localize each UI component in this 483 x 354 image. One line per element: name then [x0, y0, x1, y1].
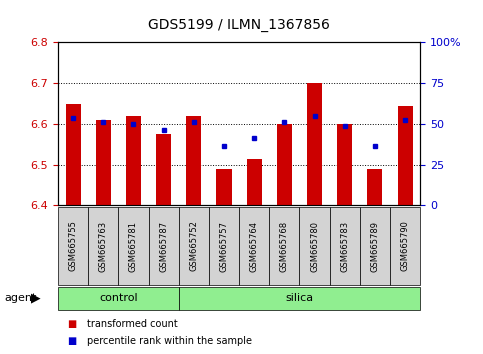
Bar [277, 124, 292, 205]
Text: GSM665781: GSM665781 [129, 221, 138, 272]
FancyBboxPatch shape [88, 207, 118, 285]
Bar [186, 116, 201, 205]
Text: GSM665790: GSM665790 [400, 221, 410, 272]
Text: GSM665783: GSM665783 [340, 221, 349, 272]
Bar [307, 83, 322, 205]
FancyBboxPatch shape [118, 207, 149, 285]
FancyBboxPatch shape [58, 207, 88, 285]
Text: ▶: ▶ [31, 292, 41, 305]
Text: ■: ■ [68, 336, 77, 346]
FancyBboxPatch shape [299, 207, 330, 285]
Bar [96, 120, 111, 205]
Bar [216, 169, 231, 205]
Text: GSM665752: GSM665752 [189, 221, 199, 272]
Bar [126, 116, 141, 205]
FancyBboxPatch shape [270, 207, 299, 285]
FancyBboxPatch shape [179, 287, 420, 310]
Bar [337, 124, 352, 205]
Text: transformed count: transformed count [87, 319, 178, 329]
Bar [247, 159, 262, 205]
Bar [156, 134, 171, 205]
Bar [66, 104, 81, 205]
Text: GSM665787: GSM665787 [159, 221, 168, 272]
Bar [398, 105, 412, 205]
FancyBboxPatch shape [149, 207, 179, 285]
Text: GSM665764: GSM665764 [250, 221, 259, 272]
Text: percentile rank within the sample: percentile rank within the sample [87, 336, 252, 346]
FancyBboxPatch shape [390, 207, 420, 285]
FancyBboxPatch shape [58, 287, 179, 310]
Bar [368, 169, 383, 205]
Text: GSM665757: GSM665757 [219, 221, 228, 272]
Text: GSM665763: GSM665763 [99, 221, 108, 272]
Text: GDS5199 / ILMN_1367856: GDS5199 / ILMN_1367856 [148, 18, 330, 32]
Text: GSM665780: GSM665780 [310, 221, 319, 272]
Text: GSM665789: GSM665789 [370, 221, 380, 272]
FancyBboxPatch shape [360, 207, 390, 285]
FancyBboxPatch shape [209, 207, 239, 285]
FancyBboxPatch shape [330, 207, 360, 285]
FancyBboxPatch shape [179, 207, 209, 285]
Text: ■: ■ [68, 319, 77, 329]
Text: silica: silica [285, 293, 313, 303]
Text: control: control [99, 293, 138, 303]
Text: GSM665768: GSM665768 [280, 221, 289, 272]
FancyBboxPatch shape [239, 207, 270, 285]
Text: agent: agent [5, 293, 37, 303]
Text: GSM665755: GSM665755 [69, 221, 78, 272]
